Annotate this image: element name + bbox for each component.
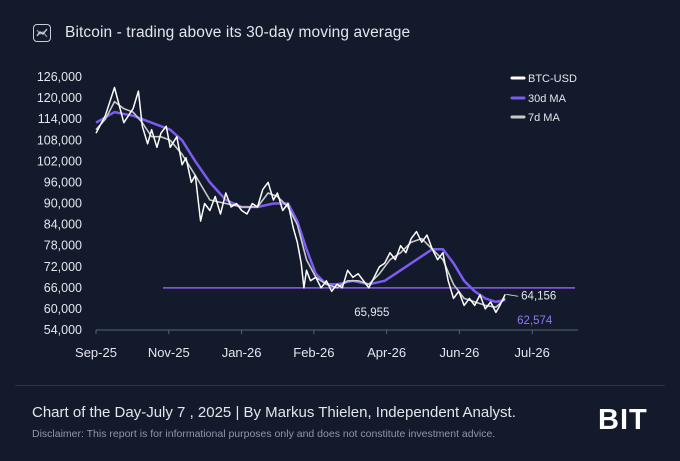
y-tick-label: 108,000 [37, 133, 82, 147]
legend-btc-usd-label: BTC-USD [528, 73, 577, 85]
btc-usd-line [95, 86, 506, 314]
annotation-pointer [506, 293, 519, 297]
y-tick-label: 66,000 [44, 281, 82, 295]
ma7-line [95, 100, 506, 308]
x-tick-label: Jun-26 [440, 345, 480, 360]
legend-ma7-label: 7d MA [528, 112, 560, 124]
y-tick-label: 72,000 [44, 260, 82, 274]
annotation-last-price: 64,156 [521, 290, 556, 302]
chart-caption: Chart of the Day-July 7 , 2025 | By Mark… [32, 404, 516, 421]
y-tick-label: 90,000 [44, 197, 82, 211]
y-tick-label: 78,000 [44, 239, 82, 253]
x-tick-label: Nov-25 [148, 345, 190, 360]
annotation-last-ma30: 62,574 [517, 315, 553, 327]
chart-header: Bitcoin - trading above its 30-day movin… [33, 24, 410, 42]
trend-chart-icon [33, 24, 51, 42]
y-tick-label: 84,000 [44, 218, 82, 232]
x-tick-label: Feb-26 [293, 345, 334, 360]
footer-divider [15, 385, 665, 386]
x-tick-label: Apr-26 [367, 345, 406, 360]
y-tick-label: 60,000 [44, 302, 82, 316]
annotation-min-price: 65,955 [354, 307, 389, 319]
y-tick-label: 114,000 [38, 112, 82, 126]
x-tick-label: Sep-25 [75, 345, 117, 360]
legend-ma30-label: 30d MA [528, 93, 567, 105]
price-chart: 126,000 120,000 114,000 108,000 102,000 96,00… [37, 70, 578, 360]
y-tick-label: 54,000 [44, 323, 82, 337]
chart-title: Bitcoin - trading above its 30-day movin… [65, 24, 411, 41]
ma30-line [95, 110, 506, 304]
y-tick-label: 126,000 [37, 70, 82, 84]
x-tick-label: Jan-26 [222, 345, 262, 360]
brand-logo: BIT [598, 404, 648, 436]
y-tick-label: 120,000 [37, 91, 82, 105]
y-tick-label: 102,000 [37, 154, 82, 168]
x-tick-label: Jul-26 [514, 345, 549, 360]
y-tick-label: 96,000 [44, 175, 82, 189]
disclaimer-text: Disclaimer: This report is for informati… [32, 428, 496, 440]
